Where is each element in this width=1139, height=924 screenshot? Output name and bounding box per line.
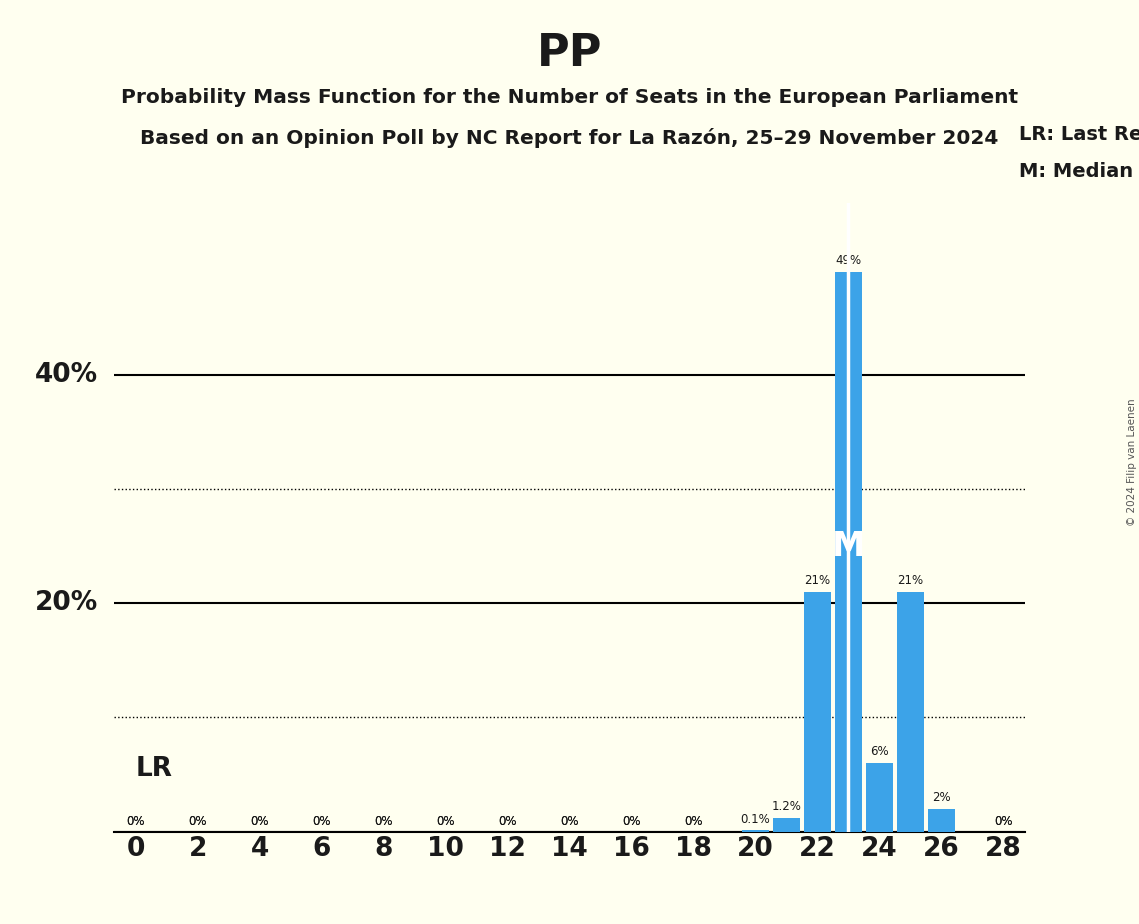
Bar (773, 818, 800, 832)
Text: 6%: 6% (870, 746, 888, 759)
Text: M: Median: M: Median (1019, 162, 1133, 181)
Text: 0%: 0% (312, 815, 330, 828)
Bar (867, 763, 893, 832)
Text: 0%: 0% (436, 815, 454, 828)
Text: 0%: 0% (994, 815, 1013, 828)
Text: 0%: 0% (622, 815, 641, 828)
Text: 0%: 0% (312, 815, 330, 828)
Text: LR: LR (136, 756, 173, 782)
Bar (928, 808, 954, 832)
Text: LR: Last Result: LR: Last Result (1019, 125, 1139, 144)
Text: 0%: 0% (126, 815, 145, 828)
Text: 0%: 0% (126, 815, 145, 828)
Text: 2%: 2% (932, 791, 951, 804)
Bar (898, 591, 924, 832)
Text: 49%: 49% (835, 254, 861, 267)
Text: 0%: 0% (498, 815, 517, 828)
Text: Based on an Opinion Poll by NC Report for La Razón, 25–29 November 2024: Based on an Opinion Poll by NC Report fo… (140, 128, 999, 148)
Text: 0%: 0% (622, 815, 641, 828)
Text: 0%: 0% (436, 815, 454, 828)
Text: 0%: 0% (560, 815, 579, 828)
Text: 21%: 21% (898, 574, 924, 587)
Text: 21%: 21% (804, 574, 830, 587)
Bar (743, 831, 769, 832)
Text: 0%: 0% (685, 815, 703, 828)
Text: 40%: 40% (35, 361, 98, 388)
Text: © 2024 Filip van Laenen: © 2024 Filip van Laenen (1126, 398, 1137, 526)
Text: 0%: 0% (188, 815, 207, 828)
Text: 0%: 0% (251, 815, 269, 828)
Text: 0%: 0% (560, 815, 579, 828)
Text: 0%: 0% (375, 815, 393, 828)
Bar (835, 272, 861, 832)
Text: 0%: 0% (375, 815, 393, 828)
Text: Probability Mass Function for the Number of Seats in the European Parliament: Probability Mass Function for the Number… (121, 88, 1018, 107)
Text: 0%: 0% (188, 815, 207, 828)
Text: 1.2%: 1.2% (771, 800, 802, 813)
Text: PP: PP (536, 32, 603, 76)
Text: 0%: 0% (251, 815, 269, 828)
Text: 0.1%: 0.1% (740, 813, 770, 826)
Text: 0%: 0% (685, 815, 703, 828)
Text: M: M (831, 529, 865, 563)
Text: 20%: 20% (35, 590, 98, 616)
Text: 0%: 0% (498, 815, 517, 828)
Text: 0%: 0% (994, 815, 1013, 828)
Bar (804, 591, 830, 832)
